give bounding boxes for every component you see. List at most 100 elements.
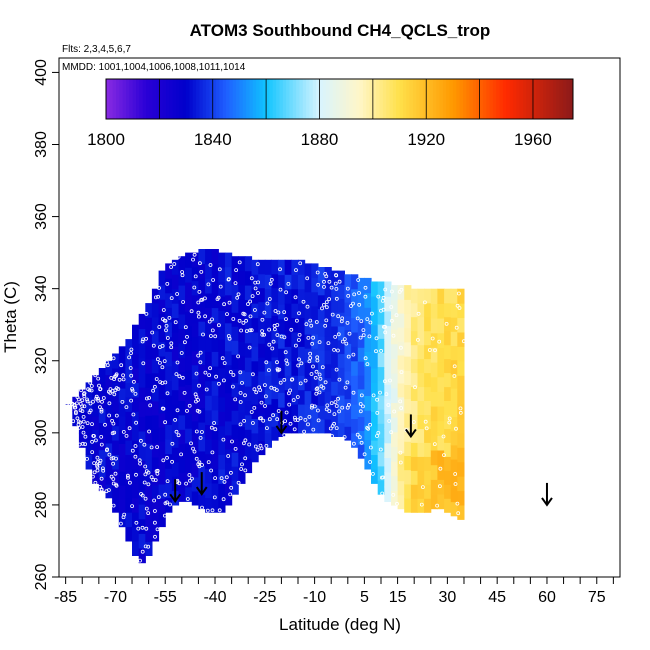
heatmap-cell [211,395,219,411]
heatmap-cell [417,484,425,499]
heatmap-cell [410,470,419,485]
heatmap-cell [384,354,392,370]
heatmap-cell [317,405,326,420]
heatmap-cell [158,398,166,414]
heatmap-cell [191,490,199,506]
heatmap-cell [337,367,345,382]
heatmap-cell [105,415,113,430]
observation-point [97,383,101,388]
heatmap-cell [311,277,319,293]
observation-point [488,471,493,476]
observation-point [107,452,112,457]
observation-point [230,384,235,389]
observation-point [152,384,157,389]
observation-point [282,433,287,438]
heatmap-cell [331,325,339,341]
heatmap-cell [145,401,153,416]
heatmap-cell [311,390,319,406]
observation-point [113,471,118,476]
observation-point [247,442,252,447]
heatmap-cell [238,298,246,314]
observation-point [221,437,226,442]
heatmap-cell [151,316,160,332]
marker-arrow-head [275,425,288,435]
heatmap-cell [457,346,465,362]
observation-point [187,403,192,408]
observation-point [161,308,166,312]
colorbar-swatch [356,79,361,119]
colorbar-swatch [399,79,404,119]
observation-point [96,398,101,403]
observation-point [329,285,334,290]
observation-point [105,448,109,453]
heatmap-cell [145,317,153,332]
observation-point [98,405,102,410]
observation-point [85,397,89,402]
observation-point [77,425,81,430]
heatmap-cell [404,356,412,371]
observation-point [122,512,127,517]
observation-point [162,513,167,518]
marker-arrow-head [405,428,417,439]
heatmap-cell [205,395,213,411]
observation-point [309,405,314,410]
observation-point [473,472,478,477]
heatmap-cell [231,354,239,369]
heatmap-cell [205,336,213,352]
observation-point [515,391,519,395]
observation-point [358,402,363,406]
observation-point [250,294,255,299]
colorbar-swatch [522,79,527,119]
heatmap-cell [324,363,332,379]
heatmap-cell [118,346,126,361]
heatmap-cell [198,450,206,466]
observation-point [352,292,357,297]
observation-point [340,405,345,410]
heatmap-cell [391,343,399,359]
heatmap-cell [185,442,193,458]
heatmap-cell [391,387,399,403]
observation-point [197,460,202,465]
observation-point [227,300,232,305]
heatmap-cell [251,259,259,275]
heatmap-cell [344,371,352,386]
observation-point [452,374,457,378]
heatmap-cell [185,311,193,327]
colorbar-swatch [342,79,347,119]
heatmap-cell [211,482,219,499]
heatmap-cell [264,389,272,405]
observation-point [519,301,523,306]
heatmap-cell [118,485,126,500]
heatmap-cell [205,292,213,309]
observation-point [231,373,236,377]
observation-point [144,526,149,531]
observation-point [332,347,337,352]
observation-point [471,440,476,445]
colorbar-swatch [506,79,511,119]
heatmap-cell [118,374,126,389]
heatmap-cell [377,423,385,438]
observation-point [101,468,106,473]
heatmap-cell [138,548,146,564]
observation-point [381,324,386,329]
observation-point [81,419,86,424]
x-tick-label: 75 [588,589,606,606]
heatmap-cell [251,346,259,362]
heatmap-cell [417,358,425,374]
observation-point [264,443,269,448]
colorbar-swatch [126,79,130,119]
colorbar-swatch [229,79,234,119]
colorbar-swatch [512,79,517,119]
observation-point [430,336,435,341]
heatmap-cell [291,259,299,275]
observation-point [344,341,349,346]
heatmap-cell [105,456,113,471]
observation-point [80,425,85,429]
observation-point [272,323,277,328]
heatmap-cell [171,418,180,434]
observation-point [149,475,154,480]
observation-point [233,397,238,402]
observation-point [561,513,565,518]
observation-point [530,377,535,382]
observation-point [157,286,161,290]
